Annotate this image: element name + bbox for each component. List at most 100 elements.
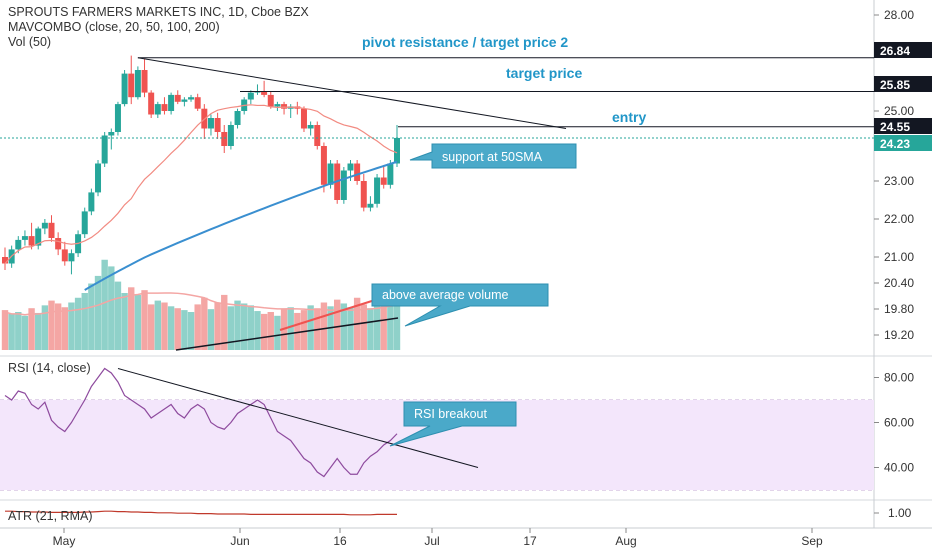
volume-bar bbox=[15, 312, 22, 350]
volume-average-line bbox=[4, 292, 398, 316]
candles bbox=[2, 55, 400, 275]
candle-body bbox=[194, 97, 201, 109]
candle-body bbox=[360, 181, 367, 208]
volume-bar bbox=[174, 308, 181, 350]
volume-bar bbox=[387, 293, 394, 350]
volume-bar bbox=[128, 287, 135, 350]
volume-bar bbox=[108, 266, 115, 350]
volume-bar bbox=[393, 291, 401, 350]
price-tick-label: 21.00 bbox=[884, 250, 914, 264]
svg-text:24.55: 24.55 bbox=[880, 120, 910, 134]
volume-bar bbox=[347, 307, 354, 350]
annotation-target: target price bbox=[506, 65, 582, 81]
indicator-volume: Vol (50) bbox=[8, 35, 51, 49]
rsi-polyline bbox=[4, 367, 398, 478]
candle-body bbox=[327, 163, 334, 185]
candle-body bbox=[214, 118, 221, 132]
callout-rsi: RSI breakout bbox=[389, 401, 517, 447]
volume-bar bbox=[274, 315, 281, 350]
volume-bar bbox=[54, 303, 62, 350]
volume-bar bbox=[48, 300, 55, 350]
candle-body bbox=[168, 94, 175, 111]
candle-body bbox=[121, 73, 128, 105]
candle-body bbox=[207, 118, 214, 129]
candle-body bbox=[68, 253, 75, 262]
candle-body bbox=[141, 70, 148, 93]
candle-body bbox=[55, 238, 62, 250]
candle-body bbox=[347, 163, 354, 171]
rsi-downtrend-line bbox=[117, 368, 479, 468]
volume-bar bbox=[194, 304, 201, 350]
candle-body bbox=[61, 249, 68, 262]
volume-bar bbox=[41, 305, 49, 350]
time-tick-label: 17 bbox=[523, 534, 537, 548]
annotation-pivot: pivot resistance / target price 2 bbox=[362, 34, 568, 50]
candle-body bbox=[81, 211, 88, 235]
candle-body bbox=[300, 108, 307, 129]
time-tick-label: May bbox=[53, 534, 76, 548]
volume-bar bbox=[154, 300, 162, 350]
time-tick-label: Jun bbox=[230, 534, 249, 548]
ma50-line bbox=[84, 160, 398, 291]
candle-body bbox=[254, 91, 261, 93]
candle-body bbox=[354, 163, 361, 181]
rsi-tick-label: 40.00 bbox=[884, 461, 914, 475]
volume-bar bbox=[141, 290, 148, 350]
candle-body bbox=[387, 163, 394, 185]
price-tick-label: 19.20 bbox=[884, 328, 914, 342]
ma20-line bbox=[4, 104, 398, 264]
volume-bar bbox=[134, 294, 142, 350]
rsi-line bbox=[4, 367, 398, 478]
candle-body bbox=[35, 228, 42, 246]
candle-body bbox=[374, 177, 381, 204]
volume-bar bbox=[373, 300, 381, 350]
price-box-pivot: 26.84 bbox=[874, 42, 932, 58]
price-box-entry: 24.55 bbox=[874, 118, 932, 134]
x-axis: May Jun 16 Jul 17 Aug Sep bbox=[53, 528, 823, 548]
rsi-label: RSI (14, close) bbox=[8, 361, 91, 375]
candle-body bbox=[367, 203, 374, 208]
atr-tick-label: 1.00 bbox=[888, 506, 912, 520]
price-tick-label: 20.40 bbox=[884, 276, 914, 290]
candle-body bbox=[2, 257, 8, 264]
drawings bbox=[0, 57, 874, 468]
volume-bar bbox=[221, 294, 228, 350]
volume-bar bbox=[114, 281, 122, 350]
volume-bar bbox=[307, 305, 314, 350]
price-tick-label: 19.80 bbox=[884, 302, 914, 316]
candle-body bbox=[148, 92, 155, 115]
time-tick-label: Sep bbox=[801, 534, 823, 548]
volume-bar bbox=[214, 302, 221, 350]
price-box-target: 25.85 bbox=[874, 76, 932, 92]
volume-bar bbox=[207, 309, 215, 350]
candle-body bbox=[221, 132, 228, 146]
price-tick-label: 23.00 bbox=[884, 174, 914, 188]
annotation-entry: entry bbox=[612, 109, 646, 125]
volume-bar bbox=[61, 307, 68, 350]
volume-bar bbox=[367, 308, 374, 350]
price-box-last: 24.23 bbox=[874, 135, 932, 151]
volume-bar bbox=[294, 312, 301, 350]
rsi-tick-label: 60.00 bbox=[884, 416, 914, 430]
atr-line bbox=[5, 510, 397, 516]
volume-bar bbox=[340, 303, 348, 350]
time-tick-label: Jul bbox=[424, 534, 439, 548]
svg-text:25.85: 25.85 bbox=[880, 78, 910, 92]
chart-title: SPROUTS FARMERS MARKETS INC, 1D, Cboe BZ… bbox=[8, 5, 309, 19]
candle-body bbox=[227, 125, 234, 146]
volume-bar bbox=[260, 313, 268, 350]
volume-bar bbox=[247, 305, 255, 350]
volume-bar bbox=[380, 294, 387, 350]
candle-body bbox=[95, 163, 102, 193]
candle-body bbox=[307, 125, 314, 129]
candle-body bbox=[108, 132, 115, 136]
candle-body bbox=[261, 91, 268, 95]
candle-body bbox=[247, 92, 254, 100]
candle-body bbox=[128, 73, 135, 98]
price-downtrend-line bbox=[137, 57, 567, 129]
price-tick-label: 28.00 bbox=[884, 8, 914, 22]
atr-label: ATR (21, RMA) bbox=[8, 509, 93, 523]
volume-bar bbox=[254, 311, 261, 350]
volume-trend-line bbox=[175, 317, 399, 351]
